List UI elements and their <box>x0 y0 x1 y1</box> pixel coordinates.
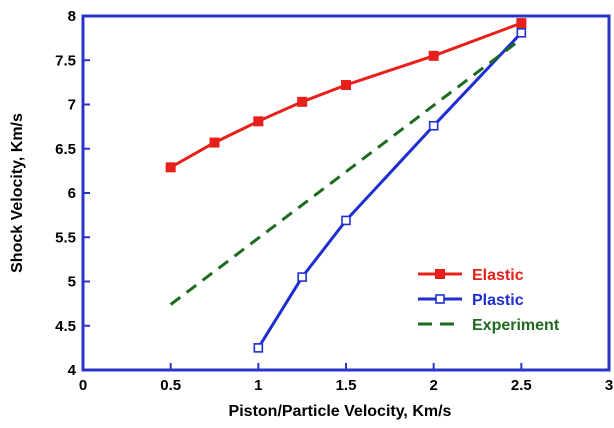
series-plastic <box>253 28 527 353</box>
y-tick-label: 7 <box>68 97 76 114</box>
series-elastic <box>165 18 527 173</box>
y-tick-label: 5.5 <box>55 229 76 246</box>
data-point-plastic <box>253 343 264 353</box>
y-axis-title: Shock Velocity, Km/s <box>9 113 26 273</box>
legend: Elastic Plastic Experiment <box>418 267 560 334</box>
x-tick-label: 2 <box>429 377 437 394</box>
data-point-plastic <box>341 215 351 226</box>
y-tick-label: 4.5 <box>55 318 76 335</box>
legend-label: Plastic <box>472 292 524 309</box>
y-axis-ticks: 4 4.5 5 5.5 6 6.5 7 7.5 8 <box>55 8 90 379</box>
y-tick-label: 6.5 <box>55 141 76 158</box>
data-point-elastic <box>516 18 527 29</box>
y-tick-label: 4 <box>68 362 77 379</box>
x-tick-label: 3 <box>605 377 613 394</box>
legend-label: Elastic <box>472 267 524 284</box>
legend-marker <box>435 269 445 279</box>
x-tick-label: 0.5 <box>160 377 181 394</box>
data-point-elastic <box>297 96 308 107</box>
series-layer <box>165 18 527 353</box>
data-point-elastic <box>341 80 351 91</box>
y-tick-label: 5 <box>68 274 76 291</box>
data-point-elastic <box>209 137 220 148</box>
legend-item-plastic: Plastic <box>418 292 524 309</box>
legend-item-experiment: Experiment <box>418 317 560 334</box>
data-point-elastic <box>165 162 176 173</box>
series-experiment <box>169 37 523 306</box>
y-tick-label: 8 <box>68 8 76 25</box>
x-tick-label: 0 <box>79 377 87 394</box>
series-line-elastic <box>169 21 522 169</box>
legend-item-elastic: Elastic <box>418 267 524 284</box>
data-point-elastic <box>428 50 439 61</box>
x-tick-label: 1 <box>254 377 262 394</box>
x-tick-label: 1.5 <box>336 377 357 394</box>
legend-marker <box>435 294 445 304</box>
y-tick-label: 6 <box>68 185 76 202</box>
data-point-plastic <box>297 272 307 282</box>
data-point-elastic <box>253 116 264 127</box>
legend-label: Experiment <box>472 317 560 334</box>
data-point-plastic <box>516 28 527 38</box>
series-line-experiment <box>169 37 523 306</box>
data-point-plastic <box>428 120 439 131</box>
x-axis-title: Piston/Particle Velocity, Km/s <box>229 403 452 420</box>
x-axis-ticks: 0 0.5 1 1.5 2 2.5 3 <box>79 363 613 394</box>
x-tick-label: 2.5 <box>511 377 532 394</box>
y-tick-label: 7.5 <box>55 52 76 69</box>
